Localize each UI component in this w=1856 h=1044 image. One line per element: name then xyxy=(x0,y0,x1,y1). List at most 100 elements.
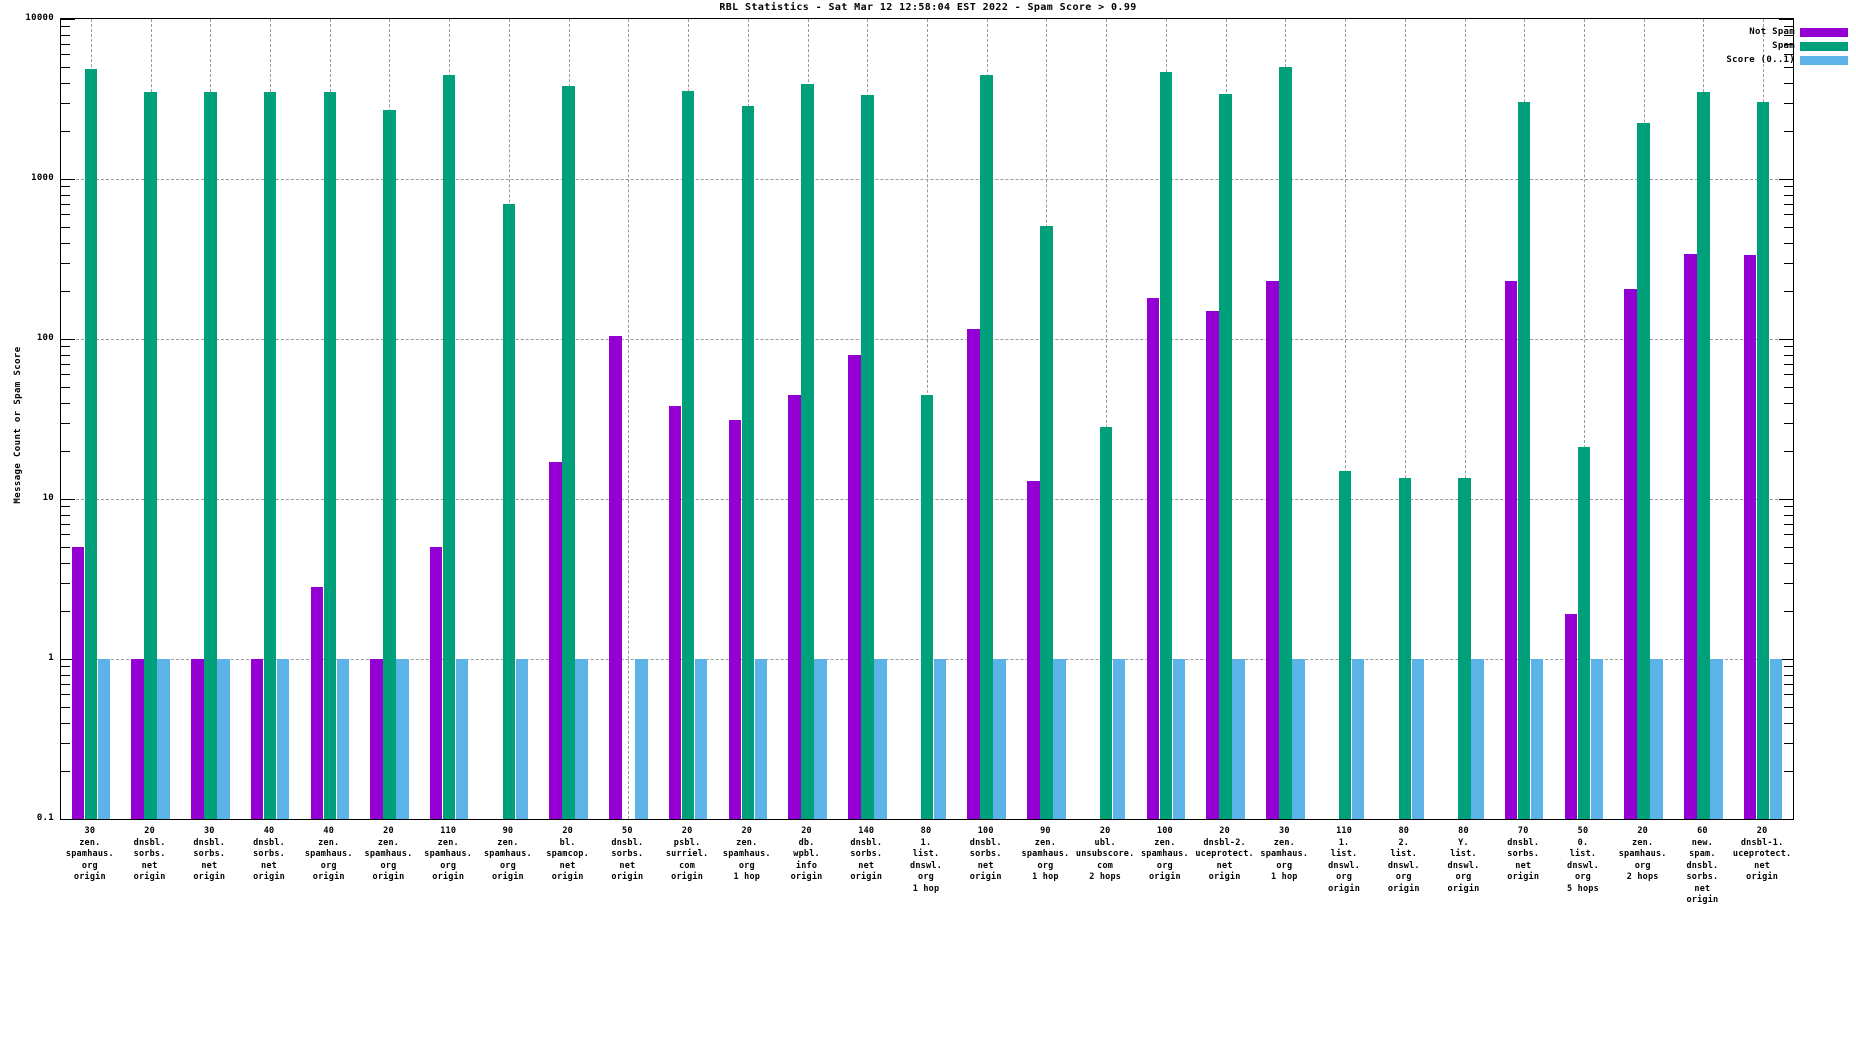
bar-score[interactable] xyxy=(157,659,170,819)
bar-score[interactable] xyxy=(1112,659,1126,819)
bar-spam[interactable] xyxy=(801,84,814,819)
x-axis-label-line: dnswl. xyxy=(1328,860,1361,871)
bar-not-spam[interactable] xyxy=(609,335,622,819)
bar-not-spam[interactable] xyxy=(549,462,562,819)
bar-spam[interactable] xyxy=(861,95,874,819)
y-axis-tick xyxy=(61,34,70,36)
bar-spam[interactable] xyxy=(442,74,456,819)
bar-spam[interactable] xyxy=(1577,447,1591,819)
legend-item[interactable]: Spam xyxy=(1726,40,1848,52)
bar-group xyxy=(1206,19,1245,819)
bar-not-spam[interactable] xyxy=(1743,255,1757,819)
bar-spam[interactable] xyxy=(1338,470,1352,819)
bar-score[interactable] xyxy=(694,659,708,819)
y-axis-tick xyxy=(1784,534,1793,536)
bar-not-spam[interactable] xyxy=(967,329,980,819)
bar-not-spam[interactable] xyxy=(1684,253,1697,819)
bar-not-spam[interactable] xyxy=(1624,289,1637,819)
bar-score[interactable] xyxy=(1351,659,1365,819)
bar-not-spam[interactable] xyxy=(131,659,144,819)
bar-score[interactable] xyxy=(97,659,111,819)
bar-score[interactable] xyxy=(1590,659,1604,819)
bar-not-spam[interactable] xyxy=(1266,281,1279,819)
bar-spam[interactable] xyxy=(1756,101,1770,819)
bar-spam[interactable] xyxy=(1398,478,1412,819)
bar-spam[interactable] xyxy=(263,91,277,819)
bar-spam[interactable] xyxy=(144,91,157,819)
bar-spam[interactable] xyxy=(383,109,396,819)
bar-score[interactable] xyxy=(874,659,887,819)
legend-item[interactable]: Not Spam xyxy=(1726,26,1848,38)
bar-not-spam[interactable] xyxy=(1564,614,1578,819)
bar-not-spam[interactable] xyxy=(429,547,443,819)
bar-spam[interactable] xyxy=(1517,101,1531,819)
bar-not-spam[interactable] xyxy=(788,394,801,819)
bar-spam[interactable] xyxy=(920,394,934,819)
bar-not-spam[interactable] xyxy=(1504,281,1518,819)
bar-not-spam[interactable] xyxy=(71,547,85,819)
x-axis-label-line: origin xyxy=(1686,895,1719,905)
bar-group xyxy=(908,19,947,819)
y-axis-tick xyxy=(1784,666,1793,668)
x-axis-tick-label: 140 dnsbl. sorbs. net origin xyxy=(836,826,896,884)
bar-not-spam[interactable] xyxy=(848,354,861,819)
bar-score[interactable] xyxy=(635,659,648,819)
bar-score[interactable] xyxy=(1530,659,1544,819)
bar-score[interactable] xyxy=(1710,659,1723,819)
bar-not-spam[interactable] xyxy=(191,659,204,819)
bar-score[interactable] xyxy=(1292,659,1305,819)
y-axis-tick xyxy=(1784,562,1793,564)
bar-spam[interactable] xyxy=(980,75,993,819)
bar-score[interactable] xyxy=(336,659,349,819)
bar-spam[interactable] xyxy=(1040,225,1053,819)
x-axis-label-line: net xyxy=(141,860,158,871)
x-axis-label-line: net xyxy=(1754,860,1771,871)
bar-score[interactable] xyxy=(1650,659,1663,819)
bar-spam[interactable] xyxy=(1458,478,1471,819)
bar-not-spam[interactable] xyxy=(668,406,682,819)
bar-not-spam[interactable] xyxy=(250,659,264,819)
bar-score[interactable] xyxy=(1232,659,1245,819)
bar-spam[interactable] xyxy=(1697,91,1710,819)
bar-spam[interactable] xyxy=(741,106,755,819)
bar-spam[interactable] xyxy=(1219,93,1232,819)
bar-score[interactable] xyxy=(933,659,947,819)
bar-spam[interactable] xyxy=(1159,72,1173,819)
bar-score[interactable] xyxy=(1053,659,1066,819)
bar-score[interactable] xyxy=(814,659,827,819)
bar-spam[interactable] xyxy=(84,68,98,819)
y-axis-tick xyxy=(61,194,70,196)
bar-score[interactable] xyxy=(455,659,469,819)
legend-label: Score (0..1) xyxy=(1726,55,1795,65)
bar-spam[interactable] xyxy=(1099,427,1113,819)
x-axis-label-line: 40 xyxy=(263,826,275,836)
bar-not-spam[interactable] xyxy=(310,587,323,819)
bar-score[interactable] xyxy=(1411,659,1425,819)
x-axis-tick-label: 110 1. list. dnswl. org origin xyxy=(1314,826,1374,895)
x-axis-label-line: org xyxy=(738,860,755,871)
bar-score[interactable] xyxy=(515,659,529,819)
legend-item[interactable]: Score (0..1) xyxy=(1726,54,1848,66)
x-axis-label-line: 110 xyxy=(1336,826,1353,836)
bar-spam[interactable] xyxy=(323,91,336,819)
bar-score[interactable] xyxy=(754,659,768,819)
bar-not-spam[interactable] xyxy=(370,659,383,819)
bar-not-spam[interactable] xyxy=(728,420,742,819)
bar-spam[interactable] xyxy=(502,203,516,819)
bar-spam[interactable] xyxy=(204,91,217,819)
bar-score[interactable] xyxy=(217,659,230,819)
bar-spam[interactable] xyxy=(1637,122,1650,819)
bar-spam[interactable] xyxy=(681,90,695,819)
bar-score[interactable] xyxy=(993,659,1006,819)
bar-score[interactable] xyxy=(1471,659,1484,819)
bar-score[interactable] xyxy=(276,659,290,819)
bar-spam[interactable] xyxy=(562,86,575,819)
bar-not-spam[interactable] xyxy=(1027,480,1040,819)
bar-not-spam[interactable] xyxy=(1146,298,1160,819)
bar-score[interactable] xyxy=(396,659,409,819)
bar-score[interactable] xyxy=(575,659,588,819)
bar-score[interactable] xyxy=(1172,659,1186,819)
bar-score[interactable] xyxy=(1769,659,1783,819)
bar-spam[interactable] xyxy=(1279,67,1292,819)
bar-not-spam[interactable] xyxy=(1206,310,1219,819)
